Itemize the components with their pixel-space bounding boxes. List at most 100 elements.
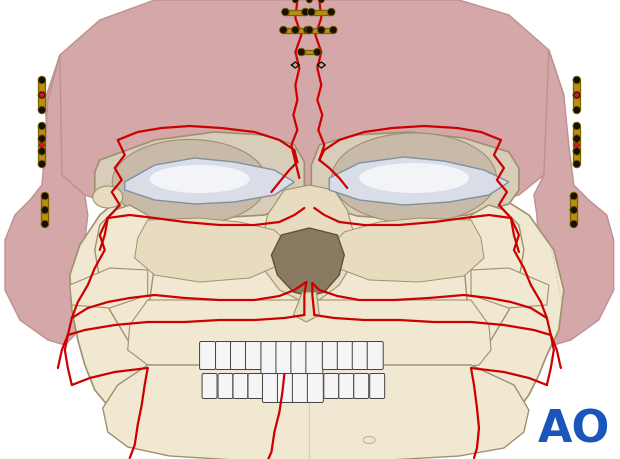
Text: AO: AO xyxy=(538,409,610,452)
Polygon shape xyxy=(70,190,564,458)
Polygon shape xyxy=(285,10,306,15)
Circle shape xyxy=(293,0,298,3)
Circle shape xyxy=(298,48,305,56)
Circle shape xyxy=(570,220,578,228)
Circle shape xyxy=(573,91,580,99)
Circle shape xyxy=(41,206,49,214)
Circle shape xyxy=(329,26,337,34)
Circle shape xyxy=(281,8,289,16)
FancyBboxPatch shape xyxy=(246,341,262,369)
Circle shape xyxy=(573,135,580,142)
FancyBboxPatch shape xyxy=(233,374,248,398)
Circle shape xyxy=(291,26,299,34)
Circle shape xyxy=(327,8,335,16)
Ellipse shape xyxy=(332,133,497,223)
Circle shape xyxy=(573,76,580,84)
FancyBboxPatch shape xyxy=(276,341,293,375)
Polygon shape xyxy=(272,228,344,296)
Ellipse shape xyxy=(149,165,249,193)
Circle shape xyxy=(38,160,46,168)
Circle shape xyxy=(38,106,46,114)
Circle shape xyxy=(306,26,313,34)
FancyBboxPatch shape xyxy=(322,341,339,369)
Circle shape xyxy=(573,160,580,168)
Circle shape xyxy=(301,8,309,16)
Circle shape xyxy=(573,122,580,130)
FancyBboxPatch shape xyxy=(218,374,233,398)
FancyBboxPatch shape xyxy=(231,341,247,369)
FancyBboxPatch shape xyxy=(367,341,383,369)
Polygon shape xyxy=(534,50,614,345)
Polygon shape xyxy=(103,365,529,459)
Polygon shape xyxy=(301,50,317,54)
FancyBboxPatch shape xyxy=(216,341,231,369)
Circle shape xyxy=(306,0,312,3)
Polygon shape xyxy=(570,196,577,224)
FancyBboxPatch shape xyxy=(339,374,354,398)
Polygon shape xyxy=(574,80,580,110)
Polygon shape xyxy=(112,370,509,458)
Ellipse shape xyxy=(359,163,469,193)
Polygon shape xyxy=(283,28,308,33)
Polygon shape xyxy=(574,126,580,164)
Polygon shape xyxy=(293,292,319,322)
Circle shape xyxy=(38,135,46,142)
Circle shape xyxy=(38,147,46,155)
Polygon shape xyxy=(329,218,484,282)
FancyBboxPatch shape xyxy=(306,341,323,375)
FancyBboxPatch shape xyxy=(293,374,308,403)
Circle shape xyxy=(574,93,579,97)
Polygon shape xyxy=(262,185,354,300)
FancyBboxPatch shape xyxy=(352,341,368,369)
Circle shape xyxy=(280,26,287,34)
Circle shape xyxy=(314,48,321,56)
Polygon shape xyxy=(125,158,294,204)
Circle shape xyxy=(304,26,311,34)
Circle shape xyxy=(40,142,45,147)
Polygon shape xyxy=(135,218,290,282)
Circle shape xyxy=(308,8,315,16)
FancyBboxPatch shape xyxy=(291,341,308,375)
Polygon shape xyxy=(311,132,519,220)
Circle shape xyxy=(573,106,580,114)
FancyBboxPatch shape xyxy=(324,374,339,398)
Polygon shape xyxy=(95,132,304,218)
FancyBboxPatch shape xyxy=(354,374,369,398)
Polygon shape xyxy=(45,0,564,210)
Circle shape xyxy=(41,192,49,200)
Polygon shape xyxy=(311,10,331,15)
Circle shape xyxy=(41,220,49,228)
Circle shape xyxy=(570,192,578,200)
Circle shape xyxy=(573,147,580,155)
FancyBboxPatch shape xyxy=(262,374,278,403)
FancyBboxPatch shape xyxy=(248,374,263,398)
FancyBboxPatch shape xyxy=(200,341,216,369)
Polygon shape xyxy=(95,205,154,365)
Polygon shape xyxy=(128,300,491,376)
FancyBboxPatch shape xyxy=(202,374,217,398)
Circle shape xyxy=(38,122,46,130)
Polygon shape xyxy=(464,205,524,365)
Circle shape xyxy=(318,0,324,3)
Circle shape xyxy=(570,206,578,214)
Ellipse shape xyxy=(112,140,267,224)
Polygon shape xyxy=(309,28,334,33)
FancyBboxPatch shape xyxy=(277,374,293,403)
Circle shape xyxy=(317,26,325,34)
Polygon shape xyxy=(471,268,549,308)
Polygon shape xyxy=(38,126,45,164)
FancyBboxPatch shape xyxy=(261,341,278,375)
Circle shape xyxy=(38,76,46,84)
Polygon shape xyxy=(5,55,88,345)
Circle shape xyxy=(40,93,45,97)
FancyBboxPatch shape xyxy=(337,341,353,369)
Polygon shape xyxy=(42,196,48,224)
Polygon shape xyxy=(38,80,45,110)
FancyBboxPatch shape xyxy=(370,374,384,398)
Polygon shape xyxy=(329,157,509,205)
Ellipse shape xyxy=(93,186,123,208)
Circle shape xyxy=(574,142,579,147)
FancyBboxPatch shape xyxy=(308,374,323,403)
Circle shape xyxy=(38,91,46,99)
Polygon shape xyxy=(70,268,148,308)
